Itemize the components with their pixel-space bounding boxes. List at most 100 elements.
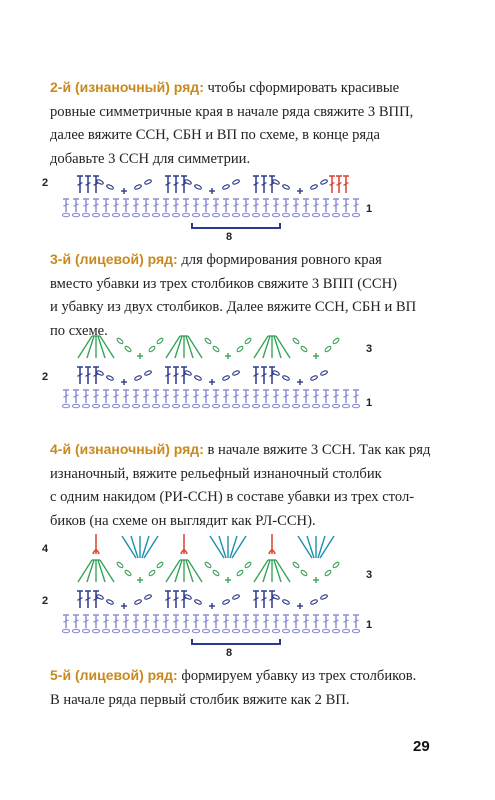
chain-stitch-symbol <box>194 599 202 605</box>
chain-stitch-symbol <box>291 628 301 634</box>
chain-stitch-symbol <box>310 375 318 381</box>
chain-stitch-symbol <box>341 212 351 218</box>
double-crochet-symbol <box>93 175 99 193</box>
chain-stitch-symbol <box>271 212 281 218</box>
double-crochet-symbol <box>262 335 271 359</box>
chain-stitch-symbol <box>232 594 240 600</box>
chain-stitch-symbol <box>116 561 124 569</box>
chain-stitch-symbol <box>221 212 231 218</box>
double-crochet-symbol <box>323 614 329 628</box>
chain-stitch-symbol <box>124 345 132 353</box>
paragraph-heading: 3-й (лицевой) ряд: <box>50 251 178 267</box>
double-crochet-symbol <box>297 535 313 559</box>
chain-stitch-symbol <box>231 403 241 409</box>
paragraph-heading: 5-й (лицевой) ряд: <box>50 667 178 683</box>
double-crochet-symbol <box>343 198 349 212</box>
double-crochet-symbol <box>153 389 159 403</box>
chain-stitch-symbol <box>331 628 341 634</box>
chain-stitch-symbol <box>101 212 111 218</box>
chain-stitch-symbol <box>101 403 111 409</box>
chain-stitch-symbol <box>141 628 151 634</box>
chain-stitch-symbol <box>161 212 171 218</box>
chain-stitch-symbol <box>121 628 131 634</box>
double-crochet-symbol <box>73 614 79 628</box>
double-crochet-symbol <box>343 389 349 403</box>
diagram-row-2 <box>77 175 349 194</box>
chain-stitch-symbol <box>194 184 202 190</box>
chain-stitch-symbol <box>341 403 351 409</box>
chain-stitch-symbol <box>221 403 231 409</box>
chain-stitch-symbol <box>331 403 341 409</box>
diagram-row-1 <box>61 389 361 409</box>
double-crochet-symbol <box>183 198 189 212</box>
chain-stitch-symbol <box>301 212 311 218</box>
diagram-row-1 <box>61 614 361 634</box>
double-crochet-symbol <box>133 198 139 212</box>
double-crochet-symbol <box>253 366 259 384</box>
paragraph-row-4: 4-й (изнаночный) ряд: в начале вяжите 3 … <box>50 441 431 529</box>
crochet-diagram-2: 2 3 1 <box>40 334 440 414</box>
chain-stitch-symbol <box>134 184 142 190</box>
row-label-1: 1 <box>366 397 372 409</box>
double-crochet-symbol <box>165 175 171 193</box>
double-crochet-symbol <box>173 175 179 193</box>
chain-stitch-symbol <box>244 337 252 345</box>
chain-stitch-symbol <box>151 403 161 409</box>
chain-stitch-symbol <box>231 212 241 218</box>
double-crochet-symbol <box>103 198 109 212</box>
chain-stitch-symbol <box>281 212 291 218</box>
chain-stitch-symbol <box>241 628 251 634</box>
row-label-1: 1 <box>366 619 372 631</box>
double-crochet-symbol <box>113 614 119 628</box>
double-crochet-symbol <box>143 535 159 559</box>
chain-stitch-symbol <box>310 599 318 605</box>
double-crochet-symbol <box>283 198 289 212</box>
double-crochet-symbol <box>273 614 279 628</box>
chain-stitch-symbol <box>148 569 156 577</box>
double-crochet-symbol <box>253 614 259 628</box>
double-crochet-symbol <box>77 559 93 583</box>
single-crochet-symbol <box>297 188 303 194</box>
double-crochet-symbol <box>113 198 119 212</box>
double-crochet-symbol <box>83 389 89 403</box>
chain-stitch-symbol <box>331 212 341 218</box>
chain-stitch-symbol <box>311 403 321 409</box>
chain-stitch-symbol <box>291 212 301 218</box>
double-crochet-symbol <box>86 335 95 359</box>
chain-stitch-symbol <box>251 403 261 409</box>
chain-stitch-symbol <box>141 212 151 218</box>
row-label-2: 2 <box>42 177 48 189</box>
double-crochet-symbol <box>103 614 109 628</box>
chain-stitch-symbol <box>171 628 181 634</box>
double-crochet-symbol <box>313 198 319 212</box>
double-crochet-symbol <box>269 175 275 193</box>
chain-stitch-symbol <box>341 628 351 634</box>
double-crochet-symbol <box>63 198 69 212</box>
row-label-4: 4 <box>42 543 49 555</box>
double-crochet-symbol <box>218 535 227 559</box>
chain-stitch-symbol <box>61 212 71 218</box>
double-crochet-symbol <box>353 614 359 628</box>
double-crochet-symbol <box>93 198 99 212</box>
chain-stitch-symbol <box>151 628 161 634</box>
double-crochet-symbol <box>93 366 99 384</box>
double-crochet-symbol <box>83 198 89 212</box>
double-crochet-symbol <box>163 198 169 212</box>
chain-stitch-symbol <box>111 403 121 409</box>
double-crochet-symbol <box>73 198 79 212</box>
double-crochet-symbol <box>103 389 109 403</box>
double-crochet-symbol <box>97 335 106 359</box>
double-crochet-symbol <box>333 198 339 212</box>
double-crochet-symbol <box>93 614 99 628</box>
chain-stitch-symbol <box>144 594 152 600</box>
chain-stitch-symbol <box>281 628 291 634</box>
chain-stitch-symbol <box>321 628 331 634</box>
single-crochet-symbol <box>209 379 215 385</box>
single-crochet-symbol <box>297 379 303 385</box>
chain-stitch-symbol <box>300 345 308 353</box>
diagram-row-2 <box>77 590 328 609</box>
double-crochet-symbol <box>163 614 169 628</box>
chain-stitch-symbol <box>161 628 171 634</box>
chain-stitch-symbol <box>282 599 290 605</box>
single-crochet-symbol <box>209 603 215 609</box>
